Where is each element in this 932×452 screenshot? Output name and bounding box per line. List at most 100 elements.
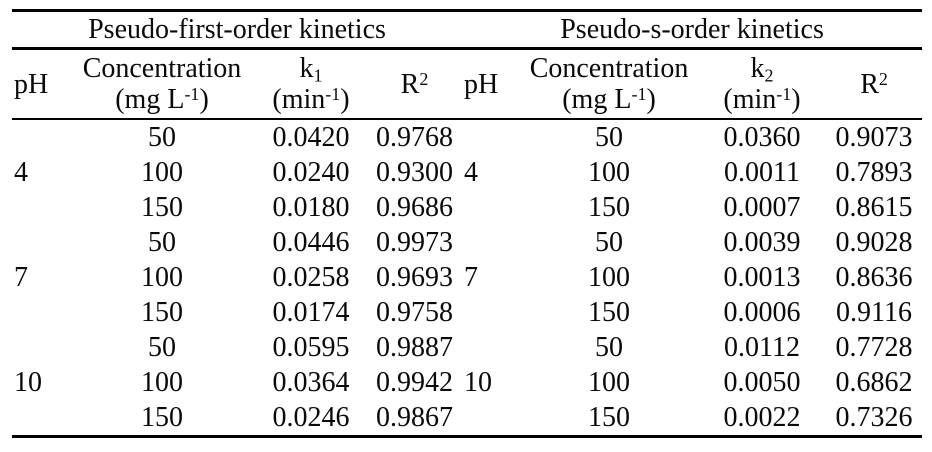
- table-row: 100 0.0364 0.9942 100 0.0050 0.6862: [12, 365, 922, 400]
- concentration-cell: 100: [141, 367, 183, 398]
- concentration-cell: 150: [141, 402, 183, 433]
- table-row: 10 50 0.0595 0.9887 10 50 0.0112 0.7728: [12, 330, 922, 398]
- section-title-s-order: Pseudo-s-order kinetics: [462, 10, 923, 50]
- k2-cell: 0.0112: [724, 332, 800, 363]
- ph-cell-right: 7: [464, 262, 479, 293]
- concentration-cell: 50: [148, 227, 176, 258]
- col-header-ph-right: pH: [462, 48, 521, 120]
- k1-cell: 0.0595: [272, 332, 350, 363]
- column-header-row: pH Concentration (mg L-1) k1 (min-1) R2 …: [12, 48, 923, 120]
- unit-open: (mg L: [562, 84, 632, 115]
- r2-cell: 0.9028: [835, 227, 913, 258]
- r2-cell: 0.9758: [376, 297, 453, 328]
- r-base: R: [400, 68, 420, 100]
- concentration-cell: 100: [588, 262, 631, 293]
- r2-cell: 0.9942: [376, 367, 453, 398]
- section-title-first-order: Pseudo-first-order kinetics: [12, 10, 463, 50]
- k1-cell: 0.0364: [272, 367, 350, 398]
- r-superscript: 2: [419, 68, 429, 89]
- k2-cell: 0.0360: [723, 122, 801, 153]
- k1-cell: 0.0174: [272, 297, 350, 328]
- ph-cell-left: 7: [14, 262, 28, 293]
- concentration-cell: 150: [588, 402, 631, 433]
- concentration-label: Concentration: [529, 53, 689, 84]
- unit-open: (mg L: [115, 84, 185, 115]
- table-container: Pseudo-first-order kinetics Pseudo-s-ord…: [12, 9, 923, 438]
- r2-cell: 0.8636: [835, 262, 913, 293]
- r2-cell: 0.9887: [376, 332, 453, 363]
- r-superscript: 2: [878, 68, 888, 89]
- r2-cell: 0.6862: [835, 367, 913, 398]
- k2-subscript: 2: [764, 65, 774, 86]
- r2-cell: 0.9116: [836, 297, 913, 328]
- r2-cell: 0.7728: [835, 332, 913, 363]
- unit-close: ): [791, 84, 801, 115]
- concentration-cell: 50: [595, 332, 624, 363]
- r2-cell: 0.8615: [835, 192, 913, 223]
- ph-cell-right: 10: [464, 367, 493, 398]
- k-base: k: [299, 53, 314, 84]
- concentration-cell: 100: [141, 157, 183, 188]
- concentration-label: Concentration: [82, 53, 242, 84]
- col-header-ph-left: pH: [12, 48, 69, 120]
- k2-cell: 0.0039: [723, 227, 801, 258]
- concentration-cell: 50: [148, 122, 176, 153]
- unit-close: ): [199, 84, 209, 115]
- col-header-r2-left: R2: [367, 48, 463, 120]
- concentration-unit: (mg L-1): [69, 84, 255, 115]
- k2-cell: 0.0050: [723, 367, 801, 398]
- k1-subscript: 1: [313, 65, 323, 86]
- table-row: 4 50 0.0420 0.9768 4 50 0.0360 0.9073: [12, 119, 922, 188]
- r2-cell: 0.9768: [376, 122, 453, 153]
- r2-cell: 0.7326: [835, 402, 913, 433]
- col-header-concentration-left: Concentration (mg L-1): [69, 48, 255, 120]
- k2-cell: 0.0007: [723, 192, 801, 223]
- concentration-cell: 100: [588, 367, 631, 398]
- col-header-k1: k1 (min-1): [255, 48, 367, 120]
- concentration-unit: (mg L-1): [520, 84, 698, 115]
- k1-cell: 0.0180: [272, 192, 350, 223]
- unit-open: (min: [272, 84, 326, 115]
- ph-cell-left: 4: [14, 157, 28, 188]
- unit-superscript: -1: [776, 83, 792, 104]
- k2-cell: 0.0011: [724, 157, 800, 188]
- table-row: 100 0.0240 0.9300 100 0.0011 0.7893: [12, 155, 922, 190]
- r2-cell: 0.7893: [835, 157, 913, 188]
- k2-cell: 0.0006: [723, 297, 801, 328]
- r2-cell: 0.9686: [376, 192, 453, 223]
- r2-cell: 0.9073: [835, 122, 913, 153]
- ph-cell-left: 10: [14, 367, 42, 398]
- concentration-cell: 50: [595, 122, 624, 153]
- table-row: 150 0.0246 0.9867 150 0.0022 0.7326: [12, 400, 922, 437]
- kinetics-table: Pseudo-first-order kinetics Pseudo-s-ord…: [12, 9, 923, 438]
- concentration-cell: 100: [588, 157, 631, 188]
- col-header-r2-right: R2: [826, 48, 923, 120]
- k1-label: k1: [255, 53, 367, 86]
- concentration-cell: 100: [141, 262, 183, 293]
- ph-cell-right: 4: [464, 157, 479, 188]
- r2-cell: 0.9300: [376, 157, 453, 188]
- unit-superscript: -1: [325, 83, 341, 104]
- k2-cell: 0.0022: [723, 402, 801, 433]
- k2-label: k2: [698, 53, 826, 86]
- unit-superscript: -1: [184, 83, 200, 104]
- concentration-cell: 150: [588, 192, 631, 223]
- concentration-cell: 150: [141, 297, 183, 328]
- concentration-cell: 150: [141, 192, 183, 223]
- unit-superscript: -1: [631, 83, 647, 104]
- r2-cell: 0.9693: [376, 262, 453, 293]
- table-row: 150 0.0180 0.9686 150 0.0007 0.8615: [12, 190, 922, 225]
- k2-cell: 0.0013: [723, 262, 801, 293]
- k1-cell: 0.0246: [272, 402, 350, 433]
- unit-close: ): [646, 84, 656, 115]
- concentration-cell: 50: [595, 227, 624, 258]
- unit-open: (min: [723, 84, 777, 115]
- concentration-cell: 50: [148, 332, 176, 363]
- k-base: k: [750, 53, 765, 84]
- k1-unit: (min-1): [255, 84, 367, 115]
- col-header-concentration-right: Concentration (mg L-1): [520, 48, 699, 120]
- k2-unit: (min-1): [698, 84, 826, 115]
- r-base: R: [860, 68, 879, 100]
- unit-close: ): [340, 84, 350, 115]
- k1-cell: 0.0258: [272, 262, 350, 293]
